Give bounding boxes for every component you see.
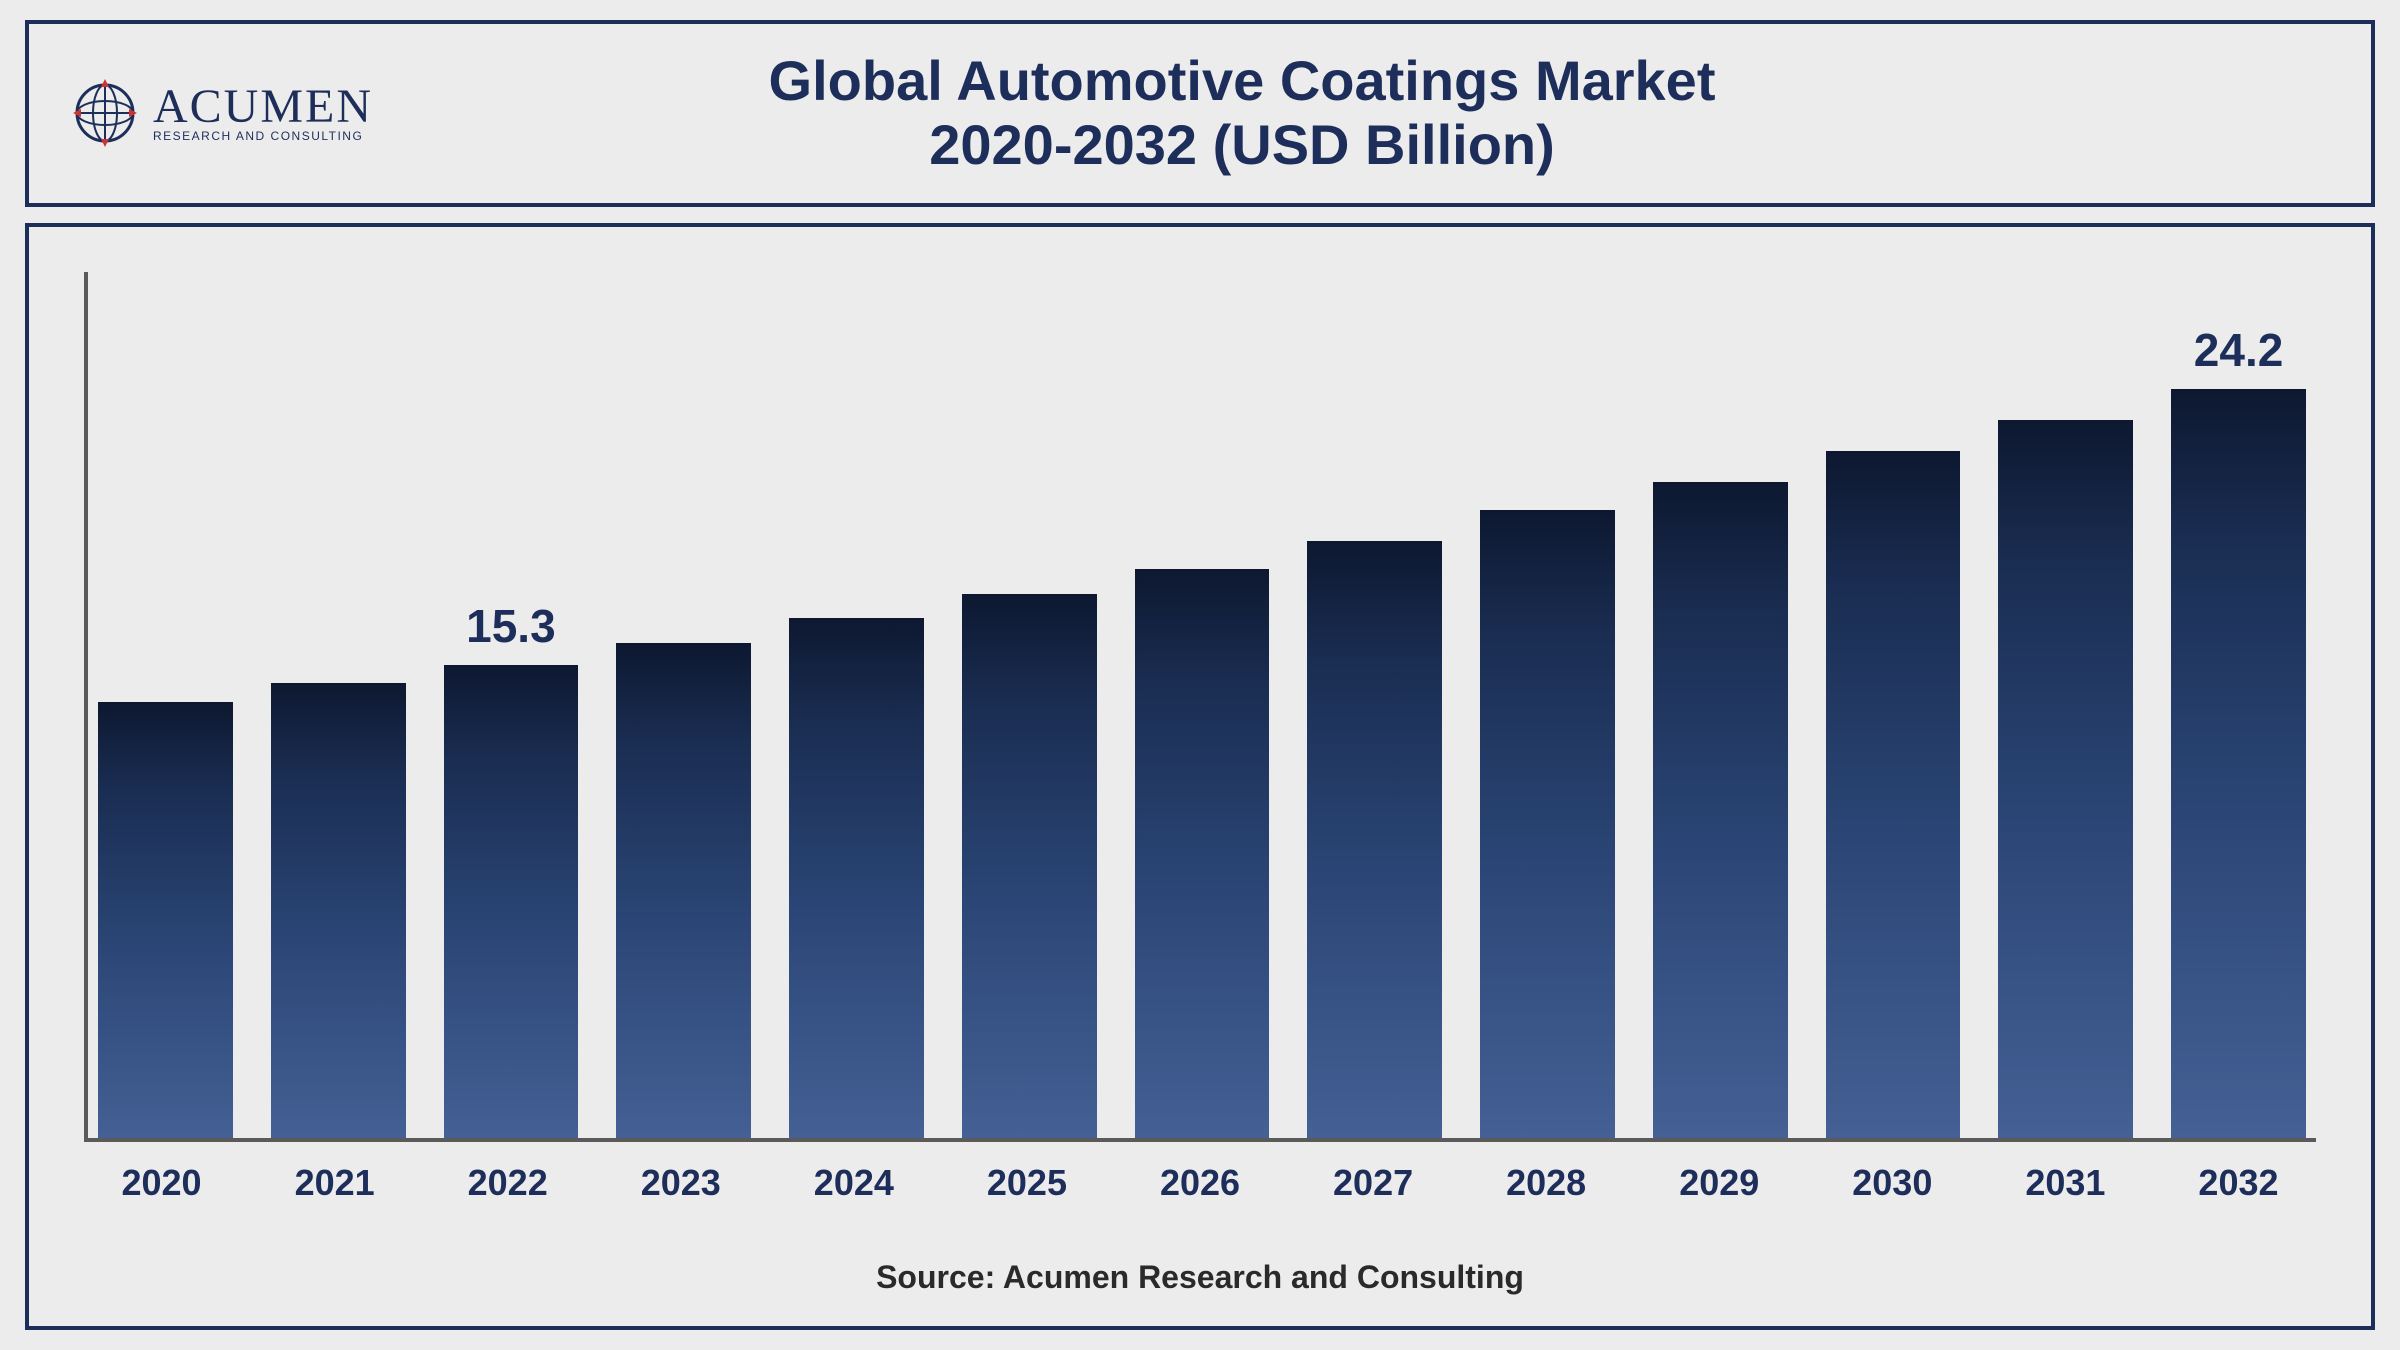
bar-slot	[1135, 272, 1270, 1138]
bar	[962, 594, 1097, 1138]
bar-value-label: 15.3	[466, 599, 556, 653]
x-tick-label: 2027	[1306, 1162, 1441, 1204]
x-tick-label: 2031	[1998, 1162, 2133, 1204]
bar-slot	[1653, 272, 1788, 1138]
x-axis-labels: 2020 2021 2022 2023 2024 2025 2026 2027 2028 2029…	[84, 1142, 2316, 1204]
source-attribution: Source: Acumen Research and Consulting	[84, 1259, 2316, 1296]
bar	[444, 665, 579, 1138]
bars-region: 15.3 24.2	[84, 272, 2316, 1142]
bar-slot: 24.2	[2171, 272, 2306, 1138]
chart-panel: 15.324.2 2020202120222023202420252026202…	[25, 223, 2375, 1330]
plot-area: 15.324.2 2020202120222023202420252026202…	[84, 272, 2316, 1204]
x-tick-label: 2029	[1652, 1162, 1787, 1204]
bar-slot	[962, 272, 1097, 1138]
bar-slot	[1826, 272, 1961, 1138]
bar	[2171, 389, 2306, 1138]
title-line-1: Global Automotive Coatings Market	[373, 49, 2111, 113]
brand-name: ACUMEN	[153, 84, 373, 130]
bar-slot	[789, 272, 924, 1138]
bar	[1826, 451, 1961, 1138]
bar-slot	[616, 272, 751, 1138]
header-panel: ACUMEN RESEARCH AND CONSULTING Global Au…	[25, 20, 2375, 207]
bar	[1653, 482, 1788, 1138]
brand-logo: ACUMEN RESEARCH AND CONSULTING	[69, 77, 373, 149]
x-tick-label: 2020	[94, 1162, 229, 1204]
bar-slot	[1307, 272, 1442, 1138]
x-tick-label: 2022	[440, 1162, 575, 1204]
globe-icon	[69, 77, 141, 149]
x-tick-label: 2032	[2171, 1162, 2306, 1204]
bar	[271, 683, 406, 1138]
bar	[1307, 541, 1442, 1138]
bar	[616, 643, 751, 1138]
x-tick-label: 2028	[1479, 1162, 1614, 1204]
brand-text: ACUMEN RESEARCH AND CONSULTING	[153, 84, 373, 143]
bar-slot: 15.3	[444, 272, 579, 1138]
bar-slot	[98, 272, 233, 1138]
bar	[789, 618, 924, 1138]
x-tick-label: 2021	[267, 1162, 402, 1204]
bar	[1480, 510, 1615, 1138]
x-tick-label: 2030	[1825, 1162, 1960, 1204]
x-tick-label: 2026	[1132, 1162, 1267, 1204]
bar	[1998, 420, 2133, 1138]
brand-tagline: RESEARCH AND CONSULTING	[153, 131, 373, 142]
x-tick-label: 2025	[959, 1162, 1094, 1204]
title-line-2: 2020-2032 (USD Billion)	[373, 113, 2111, 177]
x-tick-label: 2024	[786, 1162, 921, 1204]
bar	[1135, 569, 1270, 1138]
bar-slot	[271, 272, 406, 1138]
chart-title: Global Automotive Coatings Market 2020-2…	[373, 49, 2331, 178]
bar	[98, 702, 233, 1138]
bar-slot	[1998, 272, 2133, 1138]
bar-value-label: 24.2	[2194, 323, 2284, 377]
x-tick-label: 2023	[613, 1162, 748, 1204]
bar-slot	[1480, 272, 1615, 1138]
